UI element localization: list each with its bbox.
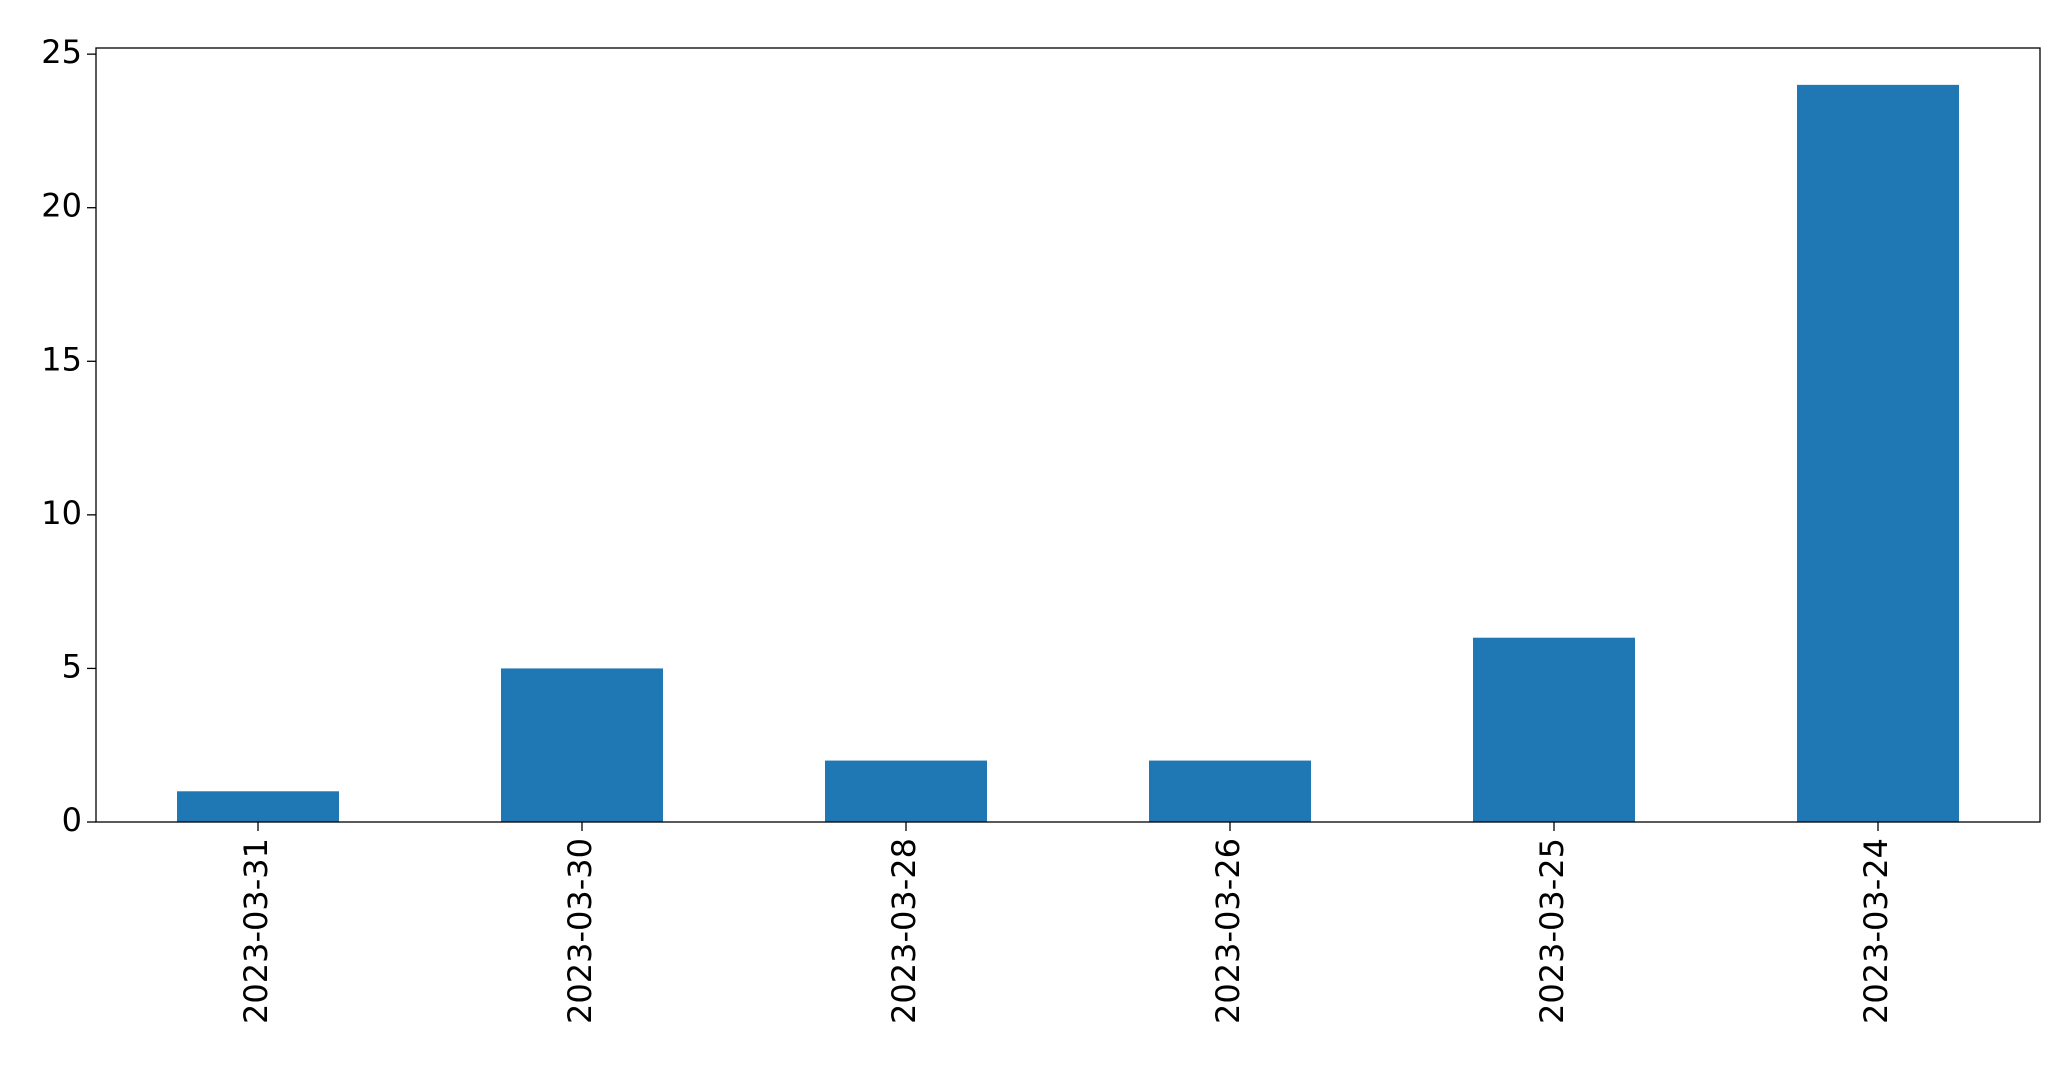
bar: [1473, 637, 1635, 822]
x-tick-label: 2023-03-28: [885, 838, 923, 1024]
bar: [1149, 760, 1311, 822]
plot-frame: [95, 47, 2041, 823]
y-tick-label: 15: [41, 340, 82, 378]
bar: [501, 668, 663, 822]
y-tick-label: 5: [62, 647, 82, 685]
x-tick-label: 2023-03-30: [561, 838, 599, 1024]
y-tick-label: 0: [62, 801, 82, 839]
bar: [177, 791, 339, 822]
y-tick-label: 25: [41, 33, 82, 71]
x-tick-label: 2023-03-31: [237, 838, 275, 1024]
x-tick-label: 2023-03-26: [1209, 838, 1247, 1024]
x-tick-label: 2023-03-24: [1857, 838, 1895, 1024]
bar: [825, 760, 987, 822]
bar: [1797, 84, 1959, 823]
x-tick-label: 2023-03-25: [1533, 838, 1571, 1024]
y-tick-label: 10: [41, 494, 82, 532]
y-tick-label: 20: [41, 187, 82, 225]
